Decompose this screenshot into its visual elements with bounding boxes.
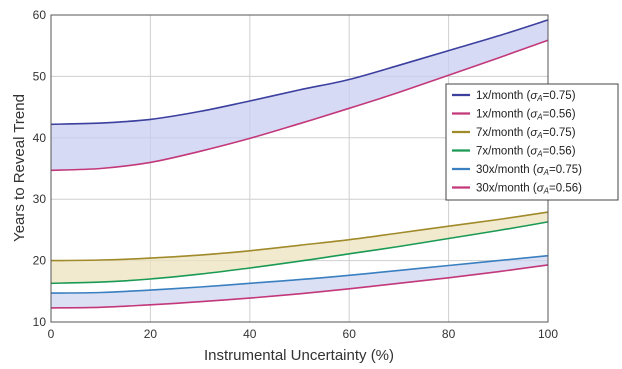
y-tick-labels: 10 20 30 40 50 60 (33, 8, 47, 329)
legend-entry: 30x/month (σA=0.56) (476, 183, 582, 196)
confidence-band (51, 19, 548, 171)
legend-entry: 30x/month (σA=0.75) (476, 164, 582, 177)
y-tick-label: 60 (33, 8, 47, 22)
y-tick-label: 50 (33, 69, 47, 83)
series-lines (50, 19, 549, 309)
series-line (50, 211, 549, 262)
x-tick-label: 40 (243, 327, 257, 341)
series-line (50, 221, 549, 285)
x-tick-label: 80 (442, 327, 456, 341)
x-tick-label: 60 (343, 327, 357, 341)
legend-entry: 7x/month (σA=0.75) (476, 127, 576, 140)
legend-entry: 7x/month (σA=0.56) (476, 146, 576, 159)
series-line (50, 19, 549, 126)
y-axis-label: Years to Reveal Trend (11, 94, 28, 242)
y-tick-label: 10 (33, 315, 47, 329)
x-tick-labels: 0 20 40 60 80 100 (48, 327, 559, 341)
series-line (50, 254, 549, 294)
y-tick-label: 30 (33, 192, 47, 206)
x-tick-label: 0 (48, 327, 55, 341)
y-tick-label: 40 (33, 131, 47, 145)
legend: 1x/month (σA=0.75) 1x/month (σA=0.56) 7x/m… (445, 83, 619, 201)
x-tick-label: 20 (144, 327, 158, 341)
legend-entry: 1x/month (σA=0.75) (476, 90, 576, 103)
series-line (50, 39, 549, 172)
x-axis-label: Instrumental Uncertainty (%) (204, 347, 394, 364)
legend-entry: 1x/month (σA=0.56) (476, 109, 576, 122)
x-tick-label: 100 (538, 327, 558, 341)
legend-box (445, 83, 619, 201)
y-tick-label: 20 (33, 254, 47, 268)
series-line (50, 264, 549, 309)
